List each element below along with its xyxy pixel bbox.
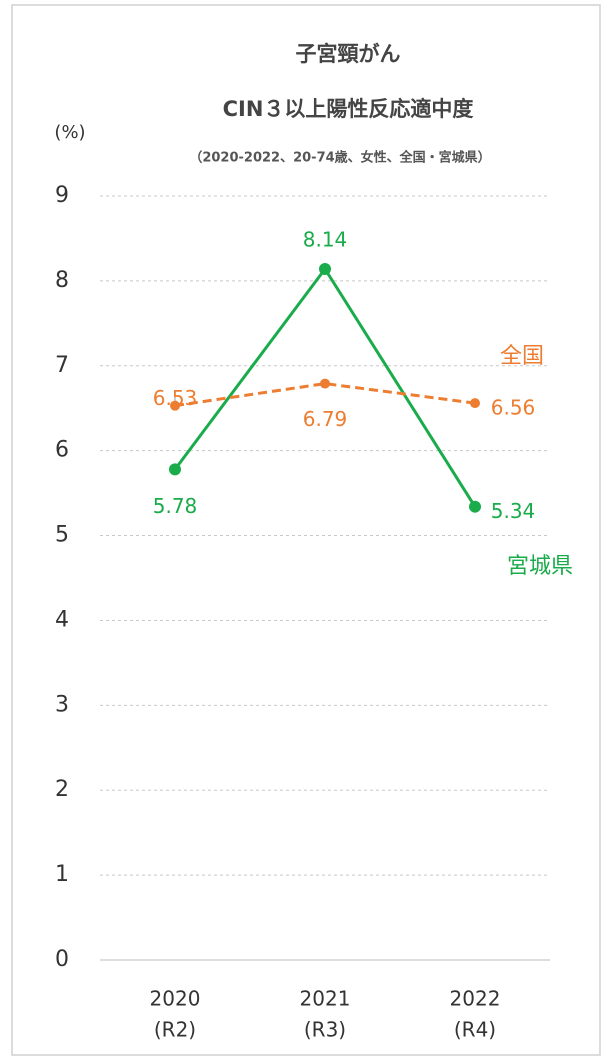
chart-frame (11, 4, 601, 1056)
data-label: 6.53 (153, 386, 198, 410)
y-tick-label: 2 (55, 777, 69, 802)
data-label: 6.79 (303, 407, 348, 431)
y-tick-label: 4 (55, 607, 69, 632)
data-label: 5.34 (491, 499, 536, 523)
x-tick-label: (R3) (304, 1018, 346, 1042)
data-point (170, 400, 180, 411)
x-tick-label: (R4) (454, 1018, 496, 1042)
y-axis-label: (%) (54, 122, 85, 143)
y-tick-label: 5 (55, 523, 69, 548)
y-tick-label: 3 (55, 692, 69, 717)
y-tick-label: 8 (55, 268, 69, 293)
x-tick-label: 2022 (450, 987, 501, 1011)
y-tick-label: 6 (55, 438, 69, 463)
x-tick-label: 2020 (150, 987, 201, 1011)
data-point (320, 378, 330, 389)
data-point (470, 398, 480, 409)
chart-note: （2020-2022、20-74歳、女性、全国・宮城県） (189, 150, 490, 166)
series-name: 全国 (500, 344, 544, 369)
data-label: 8.14 (303, 228, 348, 252)
series-name: 宮城県 (507, 554, 573, 579)
series-line (174, 382, 476, 408)
y-tick-label: 1 (55, 862, 69, 887)
data-label: 5.78 (153, 494, 198, 518)
x-tick-label: 2021 (300, 987, 351, 1011)
y-tick-label: 0 (55, 947, 69, 972)
chart-subtitle: CIN３以上陽性反応適中度 (223, 97, 474, 121)
data-point (469, 500, 481, 513)
y-tick-label: 7 (55, 353, 69, 378)
x-tick-label: (R2) (154, 1018, 196, 1042)
chart-title: 子宮頸がん (296, 42, 401, 66)
data-point (169, 463, 181, 476)
data-label: 6.56 (491, 396, 536, 420)
y-tick-label: 9 (55, 183, 69, 208)
data-point (319, 263, 331, 276)
